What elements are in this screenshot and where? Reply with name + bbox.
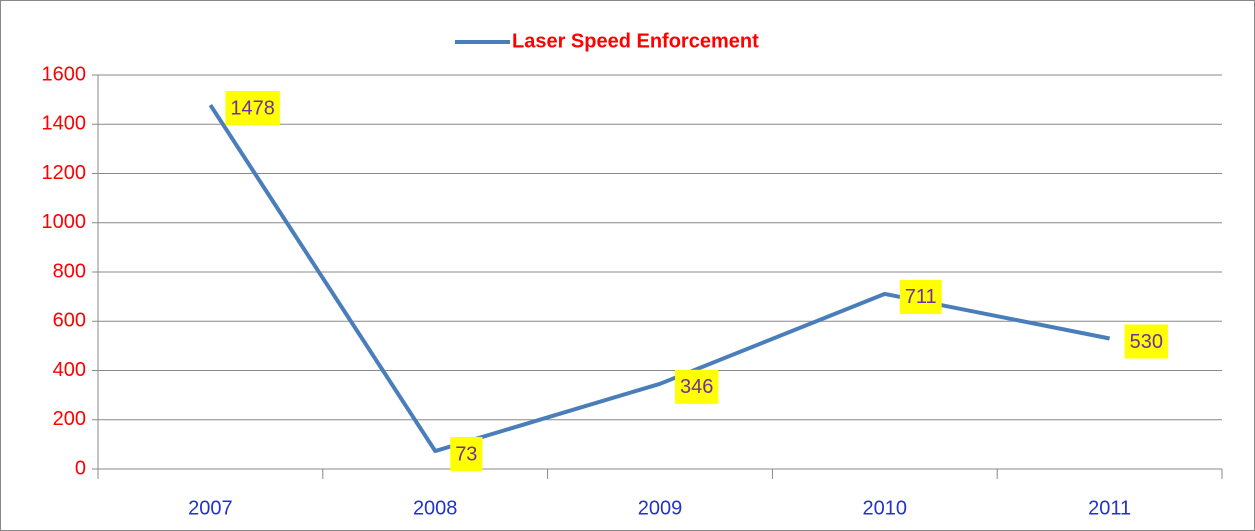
y-tick-label: 800 (53, 260, 86, 282)
data-label-background (450, 437, 483, 472)
y-tick-label: 600 (53, 310, 86, 332)
y-tick-label: 200 (53, 408, 86, 430)
data-label: 346 (680, 376, 713, 398)
data-label: 1478 (230, 97, 275, 119)
data-label: 530 (1130, 331, 1163, 353)
x-tick-label: 2010 (863, 497, 908, 519)
x-tick-label: 2011 (1088, 497, 1131, 519)
y-tick-label: 0 (75, 457, 86, 479)
data-label-background (225, 91, 280, 126)
data-label-background (899, 279, 942, 314)
series-line (208, 103, 1110, 454)
y-tick-label: 1000 (42, 211, 87, 233)
x-tick-label: 2008 (413, 497, 458, 519)
data-label: 73 (455, 443, 477, 465)
data-label-background (1124, 324, 1168, 359)
x-tick-label: 2007 (188, 497, 233, 519)
y-tick-label: 1600 (42, 63, 87, 85)
x-tick-label: 2009 (638, 497, 683, 519)
legend-label: Laser Speed Enforcement (512, 30, 759, 52)
data-label-background (675, 369, 719, 404)
y-tick-label: 1400 (42, 113, 87, 135)
y-tick-label: 1200 (42, 162, 87, 184)
y-tick-label: 400 (53, 359, 86, 381)
data-label: 711 (905, 286, 937, 308)
